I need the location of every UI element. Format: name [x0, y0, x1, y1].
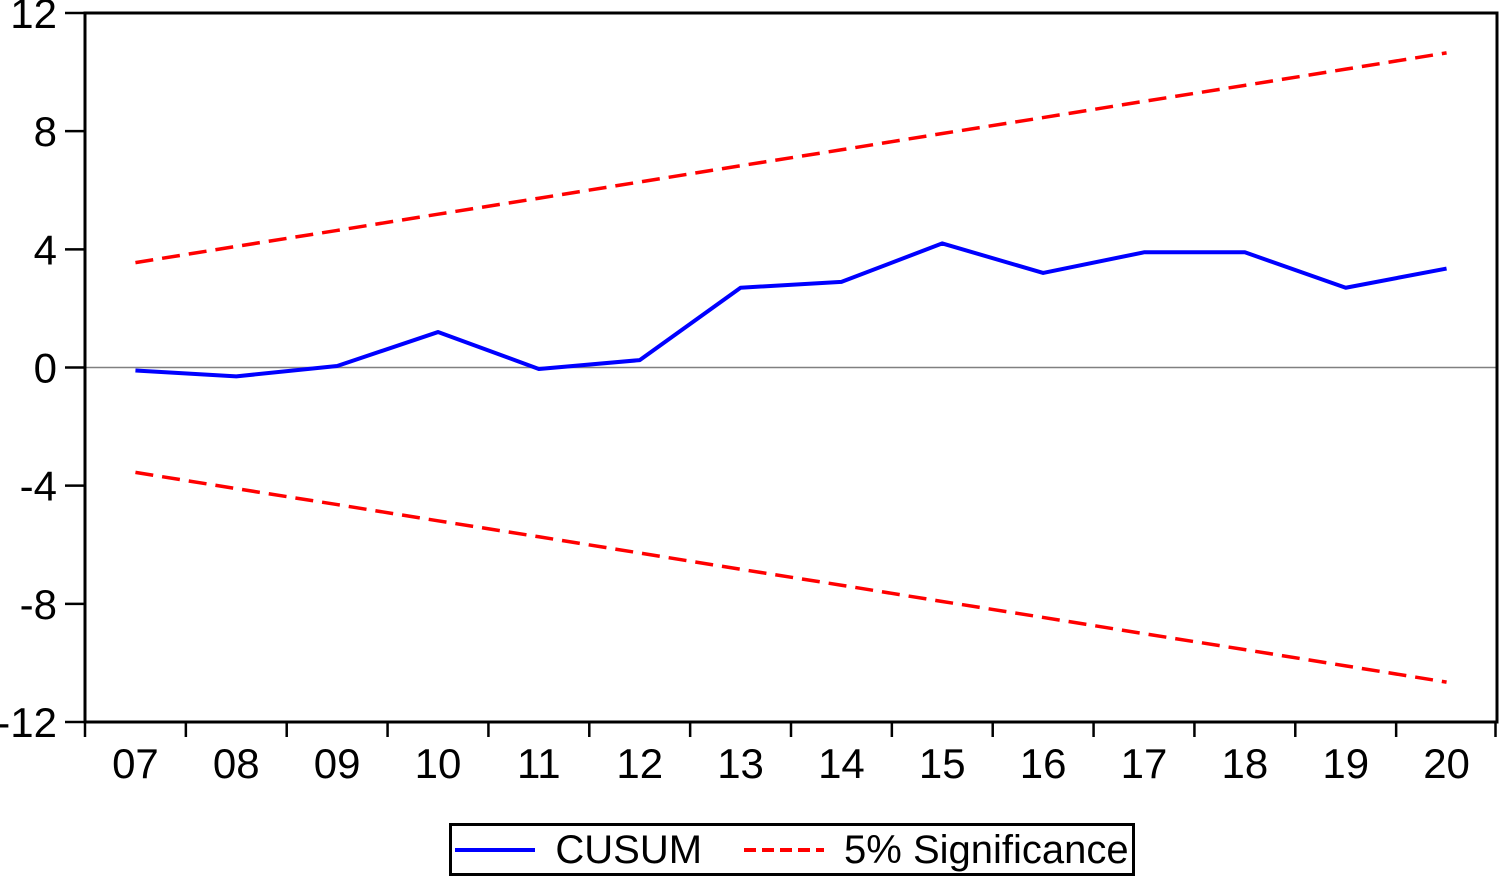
- x-axis-label: 15: [919, 740, 966, 787]
- x-axis-label: 14: [818, 740, 865, 787]
- x-axis-label: 16: [1020, 740, 1067, 787]
- x-axis-label: 18: [1221, 740, 1268, 787]
- legend-label-significance: 5% Significance: [844, 827, 1129, 872]
- x-axis-label: 11: [517, 740, 561, 787]
- legend-label-cusum: CUSUM: [555, 827, 703, 872]
- y-axis-label: 4: [34, 226, 57, 273]
- significance-lower-line: [135, 470, 1447, 684]
- x-axis-label: 09: [314, 740, 361, 787]
- significance-upper-line: [135, 51, 1447, 265]
- y-axis-label: -8: [20, 581, 57, 628]
- x-axis-label: 10: [415, 740, 462, 787]
- legend-box: CUSUM 5% Significance: [449, 823, 1135, 876]
- y-axis-label: 8: [34, 108, 57, 155]
- y-axis-label: 0: [34, 345, 57, 392]
- y-axis-label: -4: [20, 463, 57, 510]
- x-axis-label: 12: [616, 740, 663, 787]
- cusum-line: [135, 241, 1447, 379]
- x-axis-label: 08: [213, 740, 260, 787]
- x-axis-label: 20: [1423, 740, 1470, 787]
- x-axis-label: 19: [1322, 740, 1369, 787]
- y-axis-label: -12: [0, 699, 57, 746]
- x-axis-label: 13: [717, 740, 764, 787]
- significance-dash-swatch: [744, 847, 825, 852]
- cusum-line-swatch: [455, 847, 536, 852]
- legend-item-significance: 5% Significance: [744, 830, 1129, 870]
- x-axis-label: 17: [1121, 740, 1168, 787]
- x-axis-label: 07: [112, 740, 159, 787]
- y-axis-label: 12: [10, 0, 57, 37]
- legend-item-cusum: CUSUM: [455, 830, 702, 870]
